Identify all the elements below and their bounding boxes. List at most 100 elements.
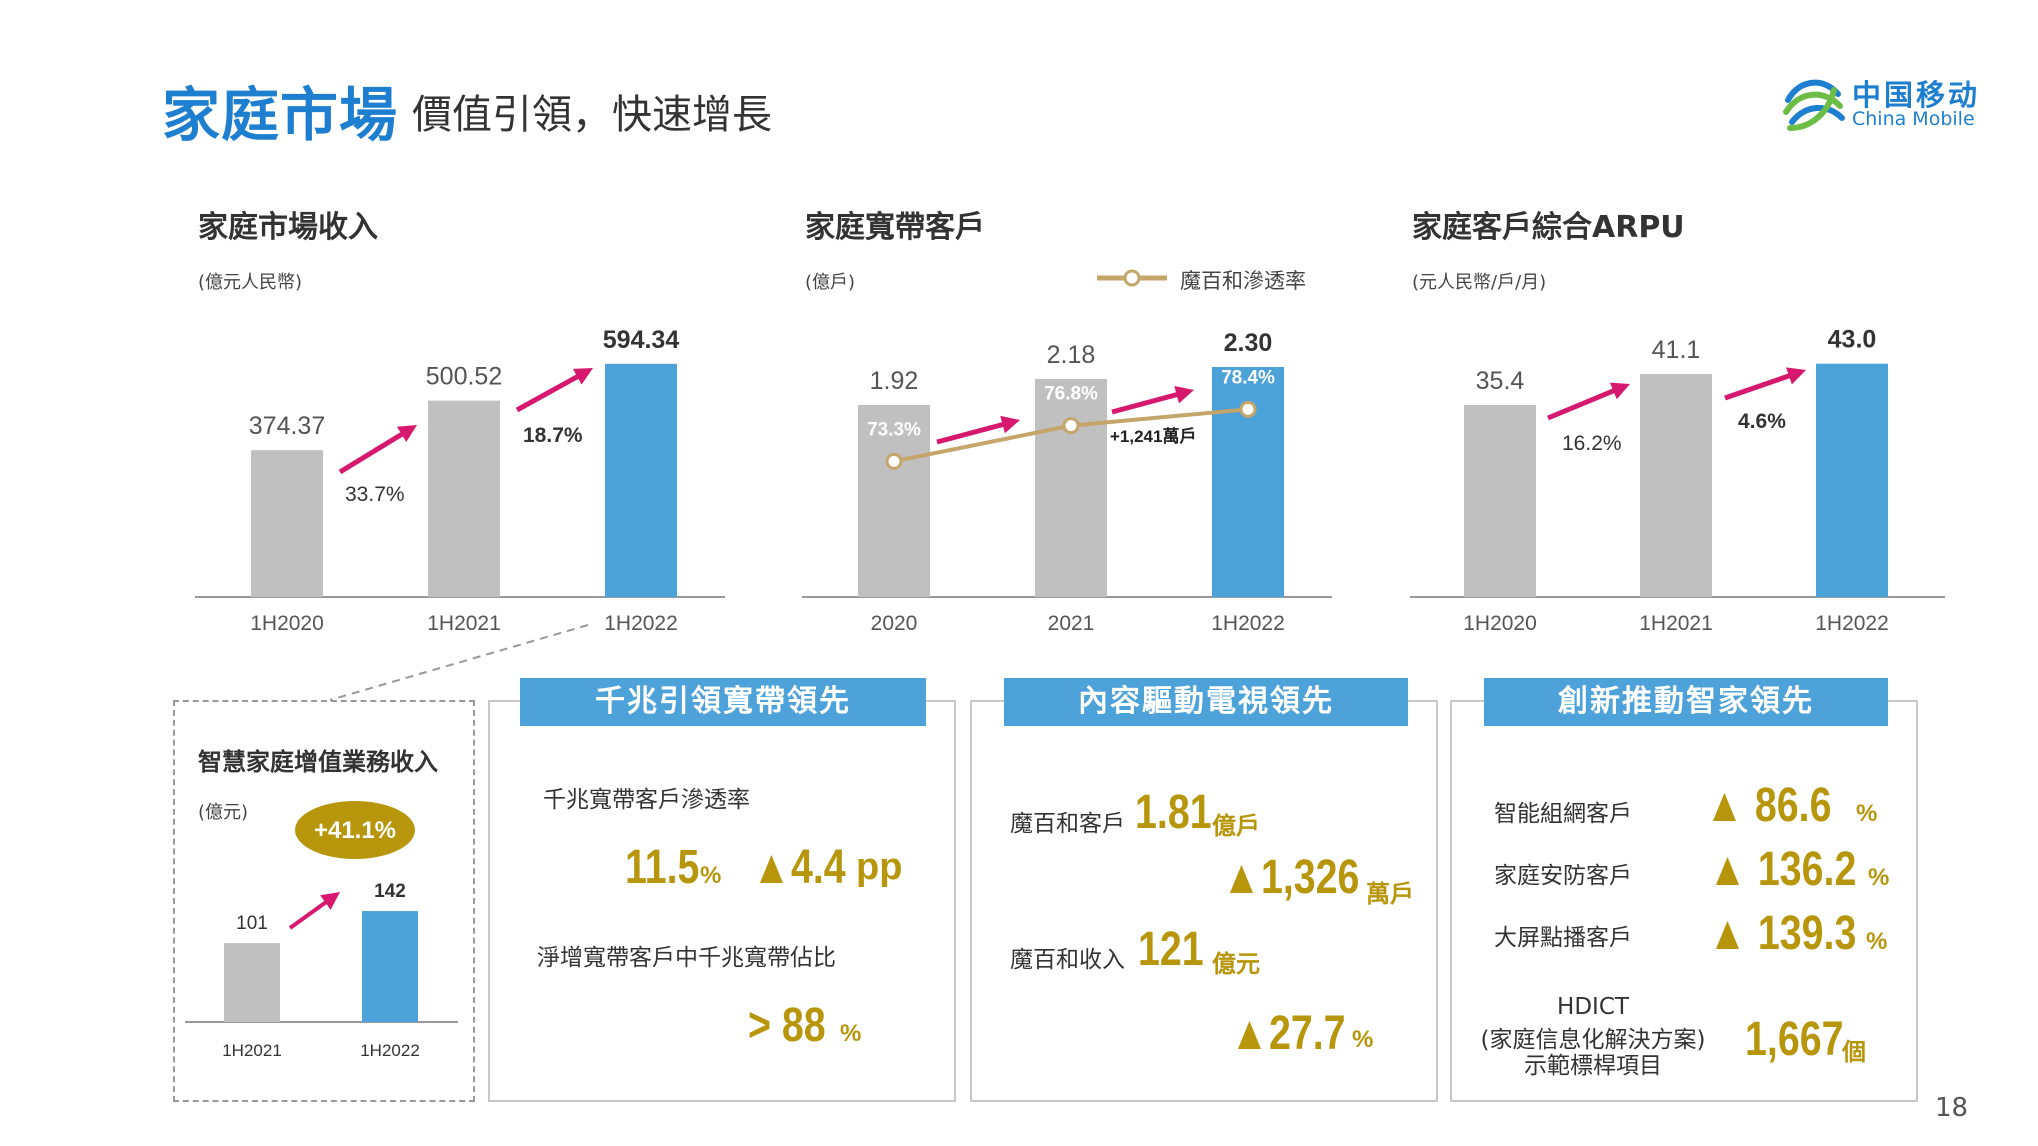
gigabit-value-1: 11.5 xyxy=(625,841,700,894)
content-unit-2: 億元 xyxy=(1212,951,1260,978)
content-delta-2-unit: % xyxy=(1352,1026,1374,1053)
hdict-line-1: HDICT xyxy=(1557,994,1629,1020)
growth-arrow xyxy=(1724,370,1798,401)
bar-value-label: 1.92 xyxy=(870,367,919,395)
gigabit-delta-unit: pp xyxy=(856,846,903,888)
growth-arrow-head xyxy=(1786,367,1806,385)
growth-arrow-head xyxy=(396,425,417,443)
gigabit-panel-header: 千兆引領寬帶領先 xyxy=(520,678,926,726)
growth-arrow-head xyxy=(1174,385,1194,404)
bar-value-label: 101 xyxy=(236,913,268,934)
chart-title-revenue: 家庭市場收入 xyxy=(198,210,378,245)
chart-title-broadband: 家庭寬帶客戶 xyxy=(805,210,985,245)
content-label-2: 魔百和收入 xyxy=(1010,947,1125,973)
logo-text-cn: 中国移动 xyxy=(1852,78,1981,112)
page-subtitle: 價值引領，快速增長 xyxy=(412,92,772,138)
revenue-chart: 374.37 1H2020 500.52 1H2021 594.34 1H2022 33.7… xyxy=(195,326,725,635)
gigabit-unit-2: % xyxy=(840,1020,862,1047)
growth-arrow-head xyxy=(1000,415,1020,434)
hdict-line-2: (家庭信息化解決方案) xyxy=(1480,1027,1706,1053)
penetration-label: 76.8% xyxy=(1044,384,1098,405)
innovation-panel-header: 創新推動智家領先 xyxy=(1484,678,1888,726)
smart-home-box xyxy=(173,700,475,1102)
innovation-row-label: 家庭安防客戶 xyxy=(1494,863,1632,889)
growth-label: 33.7% xyxy=(345,483,405,506)
gigabit-panel xyxy=(488,700,956,1102)
bar xyxy=(1816,363,1888,597)
bar-value-label: 35.4 xyxy=(1476,367,1525,395)
bar xyxy=(428,400,500,597)
innovation-row-value: ▲ 139.3 xyxy=(1708,907,1857,960)
bar-value-label: 41.1 xyxy=(1652,336,1701,364)
chart-title-arpu: 家庭客戶綜合ARPU xyxy=(1412,210,1685,245)
chart-unit-revenue: (億元人民幣) xyxy=(198,272,303,293)
growth-label: +1,241萬戶 xyxy=(1110,426,1196,446)
growth-arrow-head xyxy=(1609,382,1630,400)
content-value-1: 1.81 xyxy=(1135,786,1212,839)
x-tick-label: 2020 xyxy=(871,612,918,635)
growth-badge-label: +41.1% xyxy=(314,817,396,844)
logo-text-en: China Mobile xyxy=(1852,108,1975,130)
growth-badge xyxy=(295,801,415,859)
x-tick-label: 2021 xyxy=(1048,612,1095,635)
innovation-row-unit: % xyxy=(1856,800,1878,827)
x-tick-label: 1H2022 xyxy=(360,1041,420,1060)
page-title: 家庭市場 xyxy=(162,81,399,149)
penetration-label: 78.4% xyxy=(1221,367,1275,388)
growth-arrow xyxy=(936,420,1011,445)
x-tick-label: 1H2022 xyxy=(1211,612,1285,635)
x-tick-label: 1H2020 xyxy=(250,612,324,635)
growth-arrow xyxy=(1111,390,1185,415)
content-delta-1-unit: 萬戶 xyxy=(1366,881,1414,908)
innovation-row-value: ▲ 86.6 xyxy=(1705,779,1832,832)
content-unit-1: 億戶 xyxy=(1212,813,1260,840)
bar-value-label: 2.30 xyxy=(1224,329,1273,357)
bar xyxy=(1035,379,1107,597)
chart-unit-arpu: (元人民幣/戶/月) xyxy=(1412,272,1547,293)
legend-label: 魔百和滲透率 xyxy=(1180,269,1306,293)
content-delta-2: ▲27.7 xyxy=(1230,1007,1346,1060)
growth-arrow xyxy=(515,370,586,413)
chart-unit-broadband: (億戶) xyxy=(805,272,856,293)
penetration-point xyxy=(1062,417,1080,435)
growth-arrow xyxy=(338,428,410,475)
growth-arrow-head xyxy=(320,892,340,910)
content-panel xyxy=(970,700,1438,1102)
content-delta-1: ▲1,326 xyxy=(1222,851,1360,904)
gigabit-label-2: 淨增寬帶客戶中千兆寬帶佔比 xyxy=(537,945,836,971)
growth-label: 4.6% xyxy=(1738,410,1786,433)
bar xyxy=(224,943,280,1022)
legend-line-icon xyxy=(1097,269,1167,287)
bar-value-label: 594.34 xyxy=(603,326,680,354)
content-label-1: 魔百和客戶 xyxy=(1010,811,1125,837)
innovation-row-label: 大屏點播客戶 xyxy=(1494,925,1632,951)
innovation-row-unit: % xyxy=(1866,928,1888,955)
gigabit-delta-1: ▲4.4 xyxy=(752,841,846,894)
gigabit-label-1: 千兆寬帶客戶滲透率 xyxy=(543,787,750,813)
growth-arrow xyxy=(1547,385,1622,421)
smart-home-unit: (億元) xyxy=(198,802,249,823)
bar xyxy=(251,450,323,597)
bar-value-label: 374.37 xyxy=(249,412,325,440)
penetration-point xyxy=(885,452,903,470)
x-tick-label: 1H2021 xyxy=(1639,612,1713,635)
growth-label: 18.7% xyxy=(523,424,583,447)
smart-home-chart: 101 1H2021 142 1H2022 +41.1% xyxy=(185,801,458,1060)
bar-value-label: 2.18 xyxy=(1047,341,1096,369)
china-mobile-logo-icon xyxy=(1783,79,1845,131)
penetration-label: 73.3% xyxy=(867,419,921,440)
page-number: 18 xyxy=(1935,1093,1969,1123)
x-tick-label: 1H2020 xyxy=(1463,612,1537,635)
growth-arrow-head xyxy=(572,368,593,385)
x-tick-label: 1H2021 xyxy=(427,612,501,635)
growth-label: 16.2% xyxy=(1562,432,1622,455)
bar-value-label: 43.0 xyxy=(1828,326,1877,354)
penetration-point xyxy=(1239,400,1257,418)
x-tick-label: 1H2022 xyxy=(1815,612,1889,635)
bar xyxy=(1464,404,1536,597)
innovation-row-unit: % xyxy=(1868,864,1890,891)
broadband-chart: 1.92 2020 2.18 2021 2.30 1H2022 +1,241萬戶 73.3% 7… xyxy=(802,329,1332,635)
bar xyxy=(1640,374,1712,597)
bar-value-label: 500.52 xyxy=(426,363,502,391)
